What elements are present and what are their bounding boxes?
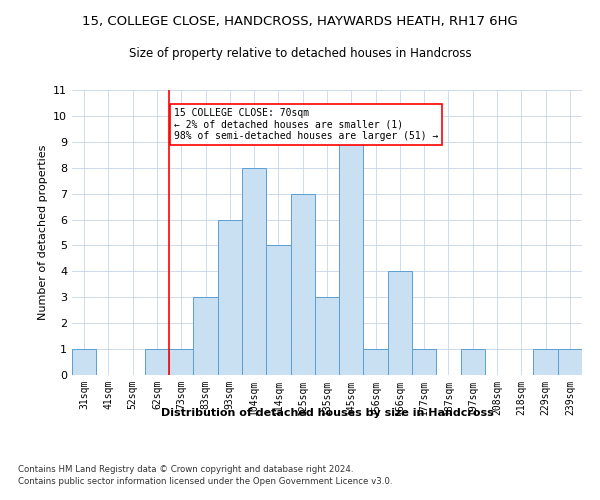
Bar [193,298,218,375]
Bar [558,349,582,375]
Bar [169,349,193,375]
Bar [242,168,266,375]
Bar [339,142,364,375]
Bar [72,349,96,375]
Bar [388,272,412,375]
Text: Size of property relative to detached houses in Handcross: Size of property relative to detached ho… [128,48,472,60]
Text: Contains public sector information licensed under the Open Government Licence v3: Contains public sector information licen… [18,478,392,486]
Text: Contains HM Land Registry data © Crown copyright and database right 2024.: Contains HM Land Registry data © Crown c… [18,465,353,474]
Text: 15 COLLEGE CLOSE: 70sqm
← 2% of detached houses are smaller (1)
98% of semi-deta: 15 COLLEGE CLOSE: 70sqm ← 2% of detached… [174,108,439,142]
Bar [145,349,169,375]
Text: 15, COLLEGE CLOSE, HANDCROSS, HAYWARDS HEATH, RH17 6HG: 15, COLLEGE CLOSE, HANDCROSS, HAYWARDS H… [82,15,518,28]
Bar [533,349,558,375]
Bar [412,349,436,375]
Bar [218,220,242,375]
Y-axis label: Number of detached properties: Number of detached properties [38,145,47,320]
Bar [266,246,290,375]
Bar [461,349,485,375]
Text: Distribution of detached houses by size in Handcross: Distribution of detached houses by size … [161,408,493,418]
Bar [290,194,315,375]
Bar [315,298,339,375]
Bar [364,349,388,375]
